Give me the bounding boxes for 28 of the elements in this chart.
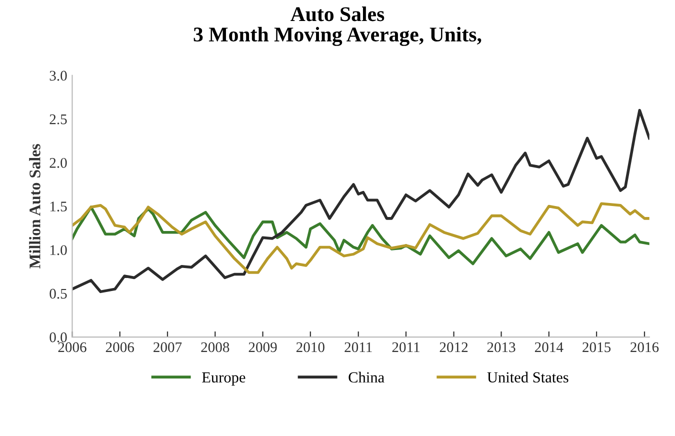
line-series [72, 202, 650, 274]
line-series [72, 108, 650, 294]
legend-label: United States [487, 372, 568, 383]
line-series [72, 206, 650, 266]
x-tick-label: 2010 [296, 342, 324, 352]
y-tick-label: 2.5 [50, 114, 67, 124]
legend-label: Europe [202, 372, 246, 386]
x-tick-label: 2008 [201, 342, 230, 352]
x-tick-label: 2012 [440, 342, 468, 352]
y-axis-title: Million Auto Sales [29, 144, 40, 269]
x-tick-label: 2011 [344, 342, 372, 352]
y-tick-label: 0.0 [50, 332, 67, 342]
y-tick-label: 2.0 [50, 158, 67, 168]
y-tick-label: 0.5 [50, 288, 67, 299]
x-tick-label: 2014 [534, 342, 564, 352]
x-tick-label: 2015 [582, 342, 611, 352]
x-tick-label: 2007 [154, 342, 182, 352]
y-tick-label: 1.0 [50, 245, 67, 256]
x-tick-label: 2011 [392, 342, 420, 352]
x-tick-label: 2006 [106, 342, 134, 352]
legend-label: China [348, 372, 384, 383]
x-tick-label: 2006 [58, 342, 86, 352]
x-tick-label: 2013 [487, 342, 516, 352]
y-tick-label: 3.0 [50, 70, 67, 81]
y-tick-label: 1.5 [50, 202, 67, 212]
x-tick-label: 2016 [630, 342, 659, 352]
chart-title: Auto Sales 3 Month Moving Average, Units, [194, 6, 482, 46]
x-tick-label: 2009 [248, 342, 277, 352]
